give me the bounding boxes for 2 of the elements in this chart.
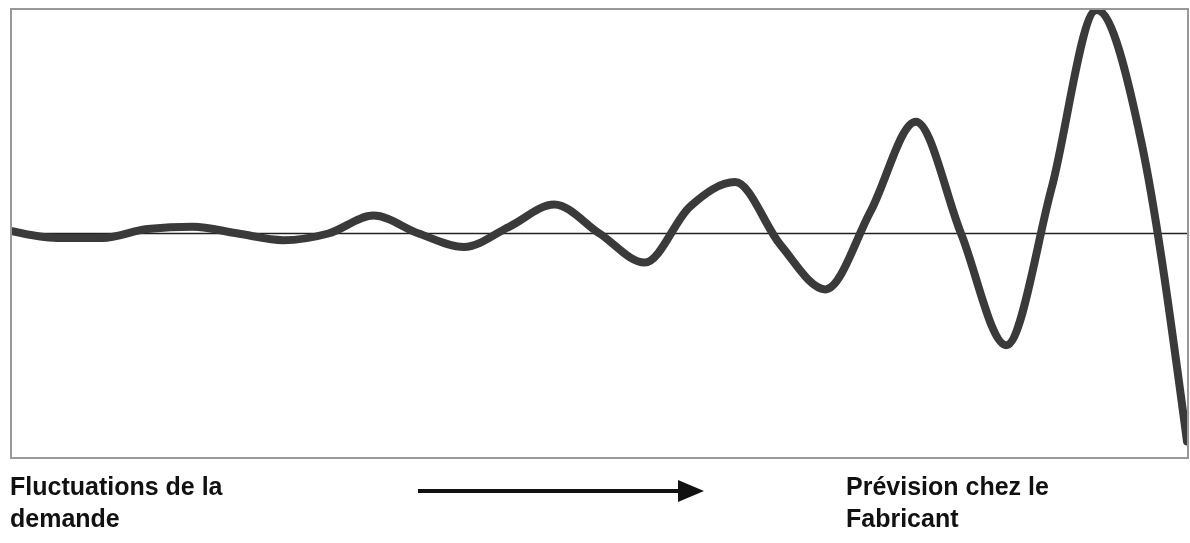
text: Prévision chez le Fabricant [846, 471, 1050, 534]
text: Fluctuations de la demande [10, 471, 224, 534]
